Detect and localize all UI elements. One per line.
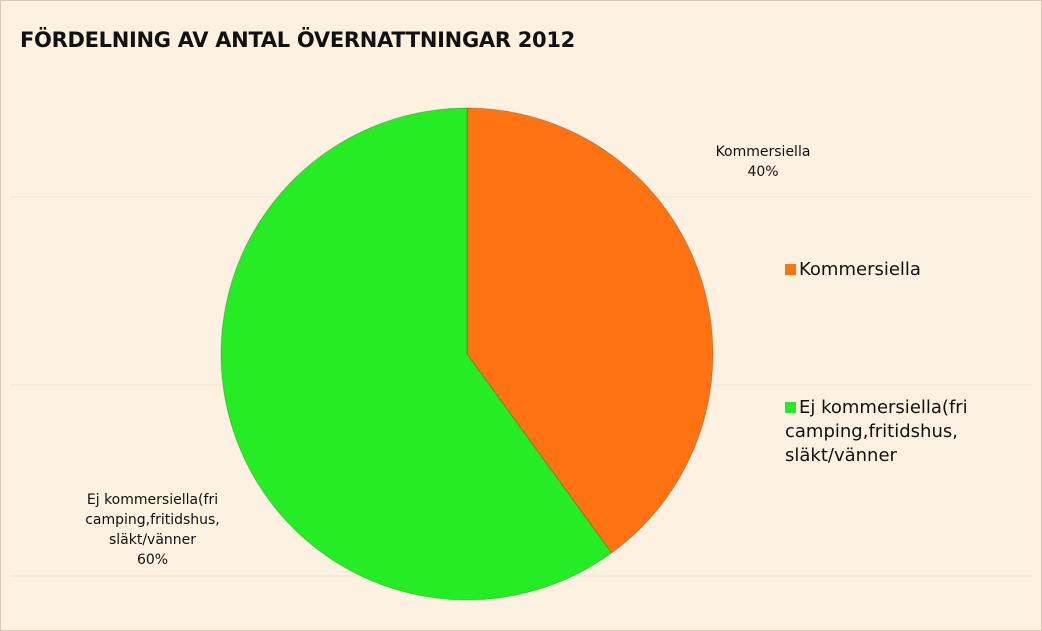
pie-slice	[466, 107, 714, 554]
data-label-category: Ej kommersiella(fri camping,fritidshus, …	[85, 492, 220, 548]
data-label-value: 40%	[747, 164, 779, 180]
legend-swatch	[785, 402, 796, 413]
chart-title: FÖRDELNING AV ANTAL ÖVERNATTNINGAR 2012	[20, 28, 575, 52]
legend-swatch	[785, 264, 796, 275]
legend-item: Ej kommersiella(fri camping,fritidshus, …	[785, 396, 975, 468]
data-label: Kommersiella 40%	[663, 142, 863, 182]
data-label-category: Kommersiella	[715, 144, 811, 160]
legend-label: Kommersiella	[799, 259, 921, 280]
legend-label: Ej kommersiella(fri camping,fritidshus, …	[785, 397, 968, 466]
data-label: Ej kommersiella(fri camping,fritidshus, …	[40, 490, 265, 570]
pie-slice	[220, 107, 613, 601]
data-label-value: 60%	[136, 552, 169, 568]
legend-item: Kommersiella	[785, 258, 975, 282]
